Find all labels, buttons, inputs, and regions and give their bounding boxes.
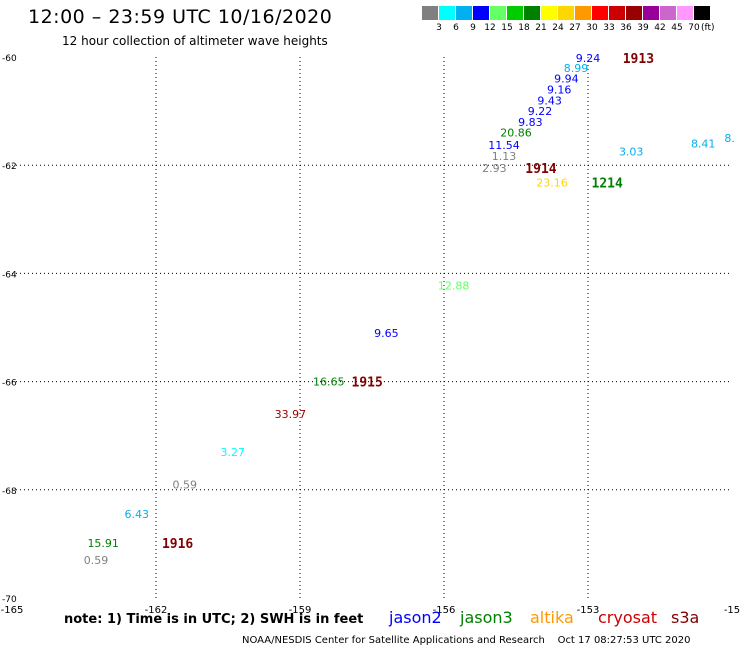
- legend-swatch: [490, 6, 506, 20]
- satellite-cryosat: cryosat: [598, 608, 658, 627]
- wave-height-point: 15.91: [87, 537, 119, 550]
- time-label: 1214: [592, 177, 623, 192]
- legend-swatch: [575, 6, 591, 20]
- legend-swatch: [558, 6, 574, 20]
- wave-height-point: 16.65: [313, 376, 345, 389]
- wave-height-point: 3.03: [619, 146, 644, 159]
- x-tick-label: -162: [145, 605, 168, 616]
- legend-swatch: [609, 6, 625, 20]
- x-tick-label: -156: [433, 605, 456, 616]
- legend-swatch: [473, 6, 489, 20]
- legend-label: 70: [688, 23, 700, 33]
- wave-height-point: 8.: [724, 132, 735, 145]
- satellite-jason3: jason3: [460, 608, 513, 627]
- wave-height-point: 9.43: [537, 94, 562, 107]
- wave-height-point: 8.99: [564, 62, 589, 75]
- legend-swatch: [660, 6, 676, 20]
- time-label: 1916: [162, 537, 193, 552]
- legend-label: 9: [470, 23, 476, 33]
- legend-swatch: [422, 6, 438, 20]
- legend-swatch: [541, 6, 557, 20]
- legend-swatch: [524, 6, 540, 20]
- y-tick-label: -60: [2, 54, 17, 64]
- wave-height-point: 33.97: [275, 408, 307, 421]
- legend-label: 24: [552, 23, 564, 33]
- x-tick-label: -153: [577, 605, 600, 616]
- legend-label: 21: [535, 23, 547, 33]
- wave-height-point: 6.43: [125, 508, 150, 521]
- satellite-jason2: jason2: [389, 608, 442, 627]
- y-tick-label: -66: [2, 379, 17, 389]
- legend-label: 39: [637, 23, 649, 33]
- units-note: note: 1) Time is in UTC; 2) SWH is in fe…: [64, 612, 364, 627]
- time-label: 1915: [352, 376, 383, 391]
- legend-label: 6: [453, 23, 459, 33]
- legend-label: 27: [569, 23, 581, 33]
- y-tick-label: -64: [2, 270, 17, 280]
- wave-height-point: 20.86: [500, 127, 532, 140]
- legend-swatch: [439, 6, 455, 20]
- legend-label: 30: [586, 23, 598, 33]
- legend-label: 33: [603, 23, 615, 33]
- legend-label: 18: [518, 23, 530, 33]
- legend-swatch: [456, 6, 472, 20]
- wave-height-point: 1.13: [492, 150, 517, 163]
- legend-swatch: [507, 6, 523, 20]
- wave-height-point: 2.93: [482, 162, 507, 175]
- legend-label: 42: [654, 23, 666, 33]
- legend-unit: (ft): [701, 23, 715, 33]
- y-tick-label: -68: [2, 487, 17, 497]
- wave-height-point: 0.59: [173, 478, 198, 491]
- wave-height-point: 12.88: [438, 279, 470, 292]
- legend-label: 36: [620, 23, 632, 33]
- chart-subtitle: 12 hour collection of altimeter wave hei…: [62, 34, 328, 48]
- legend-swatch: [677, 6, 693, 20]
- wave-height-point: 0.59: [84, 554, 109, 567]
- footer-credit: NOAA/NESDIS Center for Satellite Applica…: [242, 635, 691, 646]
- wave-height-point: 9.65: [374, 327, 399, 340]
- wave-height-point: 23.16: [536, 177, 568, 190]
- time-label: 1913: [623, 52, 654, 67]
- wave-height-point: 8.41: [691, 138, 716, 151]
- time-label: 1914: [525, 162, 556, 177]
- legend-label: 3: [436, 23, 442, 33]
- wave-height-point: 9.83: [518, 116, 543, 129]
- legend-label: 45: [671, 23, 683, 33]
- wave-height-point: 9.16: [547, 83, 572, 96]
- x-tick-label: -15: [724, 605, 740, 616]
- legend-swatch: [592, 6, 608, 20]
- wave-height-point: 11.54: [488, 139, 520, 152]
- y-tick-label: -70: [2, 595, 17, 605]
- wave-height-point: 9.22: [528, 105, 553, 118]
- x-tick-label: -159: [289, 605, 312, 616]
- y-tick-label: -62: [2, 162, 17, 172]
- wave-height-point: 9.94: [554, 73, 579, 86]
- legend-swatch: [694, 6, 710, 20]
- legend-swatch: [626, 6, 642, 20]
- wave-height-point: 9.24: [576, 52, 601, 65]
- satellite-s3a: s3a: [671, 608, 700, 627]
- satellite-altika: altika: [530, 608, 574, 627]
- x-tick-label: -165: [1, 605, 24, 616]
- legend-label: 12: [484, 23, 496, 33]
- legend-swatch: [643, 6, 659, 20]
- chart-title: 12:00 – 23:59 UTC 10/16/2020: [28, 6, 333, 28]
- wave-height-point: 3.27: [221, 446, 246, 459]
- legend-label: 15: [501, 23, 513, 33]
